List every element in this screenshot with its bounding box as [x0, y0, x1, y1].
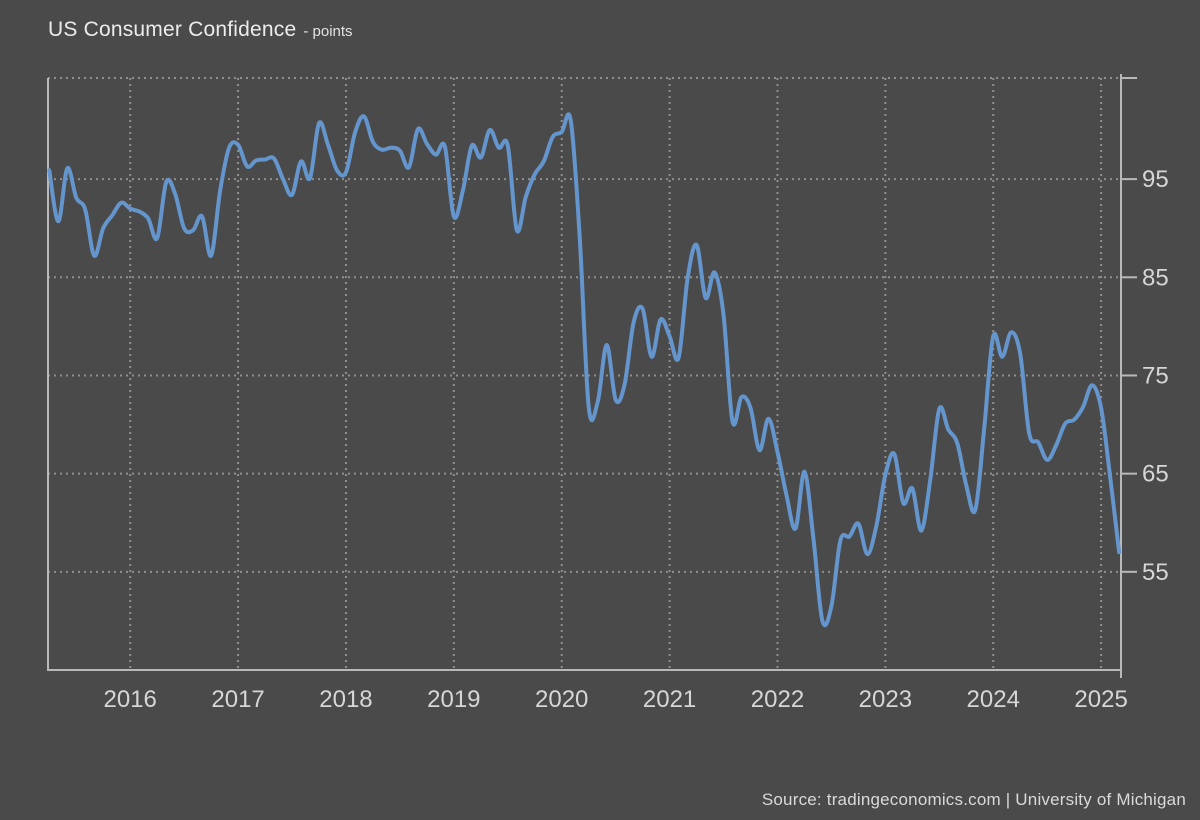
x-tick-label: 2020	[535, 686, 588, 713]
x-tick-label: 2018	[319, 686, 372, 713]
x-tick-label: 2017	[211, 686, 264, 713]
y-tick-label: 55	[1142, 559, 1169, 586]
chart-header: US Consumer Confidence - points	[48, 18, 353, 42]
y-tick-label: 85	[1142, 264, 1169, 291]
x-tick-label: 2021	[643, 686, 696, 713]
x-tick-label: 2022	[751, 686, 804, 713]
series-line	[47, 112, 1122, 628]
x-tick-label: 2025	[1074, 686, 1127, 713]
chart-plot-area[interactable]: 95 85 75 65 55 2016 2017 2018 2019 2020 2021 2022 20…	[0, 0, 1200, 760]
chart-svg[interactable]: 95 85 75 65 55 2016 2017 2018 2019 2020 2021 2022 20…	[0, 0, 1200, 760]
x-tick-label: 2019	[427, 686, 480, 713]
y-tick-label: 95	[1142, 166, 1169, 193]
x-tick-label: 2024	[967, 686, 1020, 713]
chart-subtitle: - points	[303, 23, 353, 40]
x-tick-label: 2023	[859, 686, 912, 713]
y-tick-label: 75	[1142, 362, 1169, 389]
y-tick-label: 65	[1142, 461, 1169, 488]
chart-title: US Consumer Confidence	[48, 18, 297, 41]
x-tick-label: 2016	[104, 686, 157, 713]
source-attribution: Source: tradingeconomics.com | Universit…	[761, 790, 1186, 809]
